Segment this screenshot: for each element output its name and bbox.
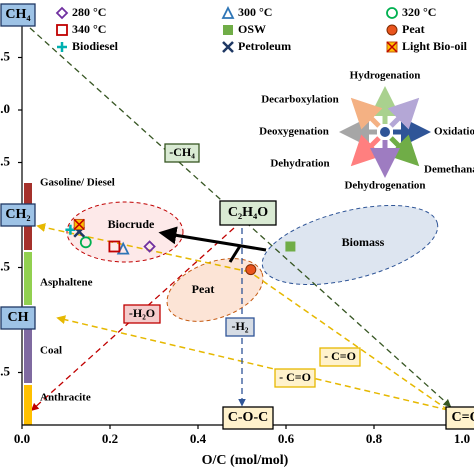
marker-part: [285, 241, 296, 252]
reaction-label: - C=O: [324, 349, 356, 363]
legend-label: 320 °C: [402, 5, 436, 19]
compound-label-box: [0, 203, 36, 227]
marker: [386, 24, 398, 36]
y-tick-label: 3.0: [0, 101, 10, 116]
y-tick-label: 3.5: [0, 48, 11, 63]
fuel-label: Gasoline/ Diesel: [40, 177, 115, 189]
compass-label: Demethanation: [424, 164, 474, 176]
marker: [108, 240, 121, 253]
compound-label-box: [445, 406, 474, 430]
compound-label: CH₂: [5, 207, 30, 222]
marker: [386, 41, 398, 53]
y-tick-label: 1.5: [0, 258, 11, 273]
reaction-label-box: [225, 317, 255, 337]
marker-part: [222, 41, 234, 53]
marker-part: [221, 5, 235, 19]
y-tick-label: 0.5: [0, 363, 11, 378]
marker-part: [143, 240, 156, 253]
fuel-label: Asphaltene: [40, 277, 93, 289]
legend-label: Biodiesel: [72, 39, 119, 53]
x-tick-label: 0.2: [102, 431, 118, 446]
legend-label: OSW: [238, 22, 266, 36]
region-label: Biocrude: [108, 217, 155, 231]
marker: [245, 264, 257, 276]
legend-label: Light Bio-oil: [402, 39, 468, 53]
compass-label: Dehydrogenation: [344, 180, 425, 192]
compound-label-box: [0, 306, 36, 330]
compass-label: Deoxygenation: [259, 126, 329, 138]
marker: [56, 24, 68, 36]
marker-part: [386, 41, 398, 53]
marker-part: [223, 25, 233, 35]
y-tick-label: 2.5: [0, 153, 11, 168]
marker: [386, 7, 398, 19]
x-tick-label: 0.8: [366, 431, 383, 446]
compound-label-box: [219, 200, 277, 226]
marker: [143, 240, 156, 253]
reaction-label-box: [164, 143, 200, 163]
marker: [79, 236, 92, 249]
compass-label: Decarboxylation: [261, 94, 339, 106]
legend-label: 300 °C: [238, 5, 272, 19]
legend-label: 340 °C: [72, 22, 106, 36]
reaction-label: -CH₄: [169, 145, 195, 159]
marker-part: [55, 6, 69, 20]
region-label: Peat: [192, 282, 215, 296]
x-tick-label: 0.6: [278, 431, 295, 446]
x-axis-title: O/C (mol/mol): [202, 453, 289, 468]
marker-part: [73, 218, 85, 230]
compass-label: Dehydration: [270, 158, 329, 170]
marker: [222, 41, 234, 53]
x-tick-label: 0.0: [14, 431, 30, 446]
marker-part: [79, 236, 92, 249]
marker-part: [116, 241, 130, 255]
marker: [285, 241, 296, 252]
compass-label: Hydrogenation: [350, 70, 421, 82]
marker: [223, 25, 233, 35]
marker-part: [245, 264, 257, 276]
fuel-label: Coal: [40, 345, 62, 357]
marker-part: [386, 24, 398, 36]
reaction-label: -H₂O: [129, 306, 155, 320]
marker: [116, 241, 130, 255]
compound-label: C=O: [452, 410, 474, 425]
fuel-label: Anthracite: [40, 392, 91, 404]
marker: [55, 6, 69, 20]
marker: [221, 5, 235, 19]
compound-label: C₂H₄O: [228, 205, 268, 220]
reaction-label: -H₂: [232, 319, 249, 333]
x-tick-label: 0.4: [190, 431, 207, 446]
compass-label: Oxidation: [434, 126, 474, 138]
compound-label-box: [0, 3, 36, 27]
marker-part: [57, 42, 67, 52]
reaction-label-box: [319, 347, 361, 367]
marker: [57, 42, 67, 52]
legend-label: Peat: [402, 22, 425, 36]
marker-part: [386, 7, 398, 19]
guides: [24, 27, 452, 425]
reaction-label-box: [123, 304, 161, 324]
compound-label: CH: [8, 310, 29, 325]
region-label: Biomass: [342, 235, 385, 249]
legend-label: Petroleum: [238, 39, 291, 53]
compound-label: C-O-C: [228, 410, 268, 425]
reaction-label-box: [274, 368, 316, 388]
compound-label: CH₄: [5, 7, 31, 22]
compound-label-box: [222, 406, 274, 430]
marker-part: [56, 24, 68, 36]
reaction-label: - C=O: [279, 370, 311, 384]
legend-label: 280 °C: [72, 5, 106, 19]
x-tick-label: 1.0: [454, 431, 470, 446]
marker: [73, 218, 85, 230]
marker-part: [108, 240, 121, 253]
